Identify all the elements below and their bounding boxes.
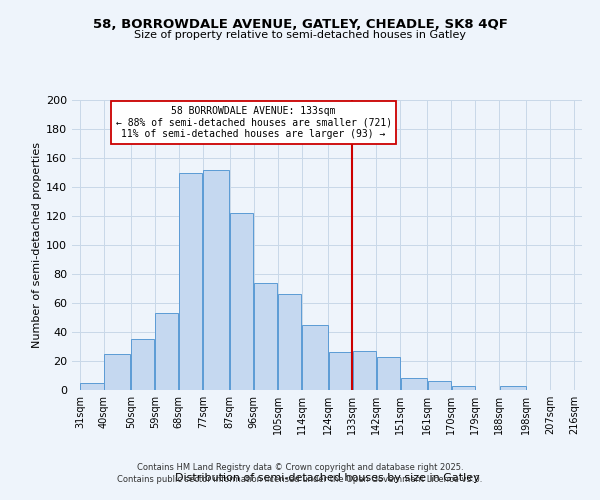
- Bar: [428, 382, 451, 390]
- Bar: [401, 378, 427, 390]
- Text: Contains HM Land Registry data © Crown copyright and database right 2025.: Contains HM Land Registry data © Crown c…: [137, 464, 463, 472]
- Bar: [230, 213, 253, 390]
- Bar: [254, 282, 277, 390]
- Bar: [278, 294, 301, 390]
- Bar: [377, 356, 400, 390]
- Text: Size of property relative to semi-detached houses in Gatley: Size of property relative to semi-detach…: [134, 30, 466, 40]
- Bar: [203, 170, 229, 390]
- Bar: [353, 351, 376, 390]
- Text: 58, BORROWDALE AVENUE, GATLEY, CHEADLE, SK8 4QF: 58, BORROWDALE AVENUE, GATLEY, CHEADLE, …: [92, 18, 508, 30]
- Bar: [131, 339, 154, 390]
- Bar: [155, 313, 178, 390]
- Bar: [302, 325, 328, 390]
- Bar: [329, 352, 352, 390]
- Bar: [500, 386, 526, 390]
- Text: 58 BORROWDALE AVENUE: 133sqm
← 88% of semi-detached houses are smaller (721)
11%: 58 BORROWDALE AVENUE: 133sqm ← 88% of se…: [116, 106, 392, 139]
- Y-axis label: Number of semi-detached properties: Number of semi-detached properties: [32, 142, 42, 348]
- Bar: [179, 172, 202, 390]
- Bar: [80, 383, 104, 390]
- Text: Contains public sector information licensed under the Open Government Licence v3: Contains public sector information licen…: [118, 475, 482, 484]
- Bar: [452, 386, 475, 390]
- X-axis label: Distribution of semi-detached houses by size in Gatley: Distribution of semi-detached houses by …: [175, 473, 479, 483]
- Bar: [104, 354, 130, 390]
